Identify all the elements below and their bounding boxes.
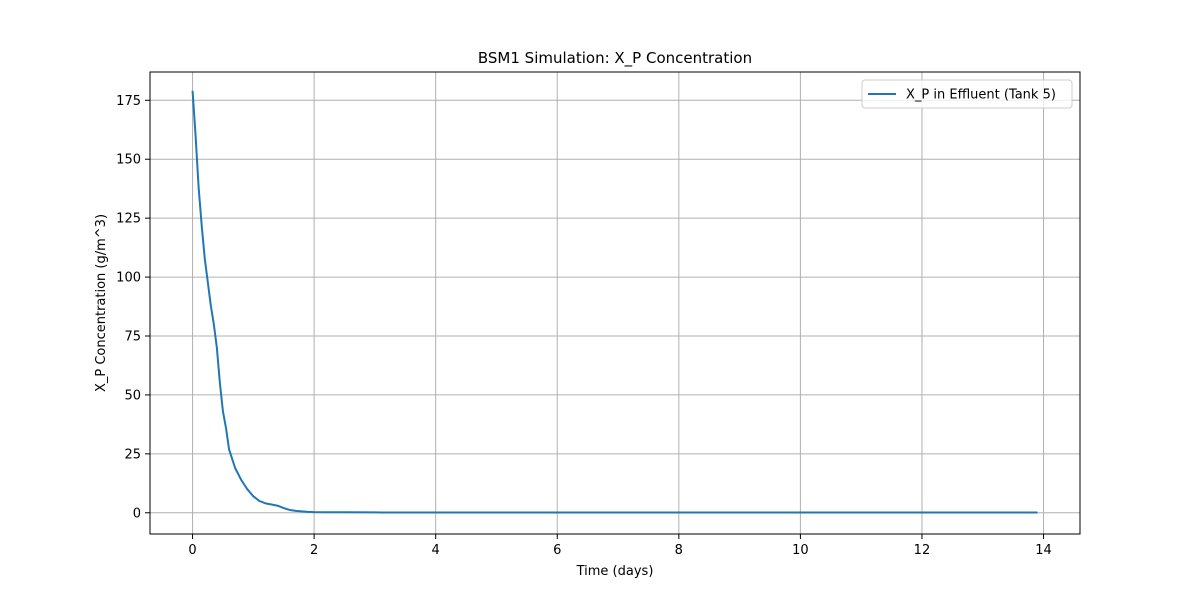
x-tick-label: 2	[310, 543, 318, 558]
x-tick-label: 0	[188, 543, 196, 558]
x-axis-label: Time (days)	[576, 564, 654, 579]
legend-label: X_P in Effluent (Tank 5)	[906, 88, 1056, 103]
y-tick-label: 100	[116, 271, 141, 286]
chart-title: BSM1 Simulation: X_P Concentration	[478, 49, 752, 68]
x-tick-label: 10	[792, 543, 809, 558]
x-tick-label: 4	[432, 543, 440, 558]
series-line-0	[191, 90, 1038, 514]
legend-box	[861, 79, 1073, 109]
x-tick-label: 14	[1035, 543, 1052, 558]
plot-frame	[149, 71, 1081, 535]
axis-ticks: 0 2 4 6 8 10 12 14 0 25 50 75 100 125 150 175	[116, 94, 1052, 558]
y-axis-label: X_P Concentration (g/m^3)	[94, 214, 109, 392]
y-tick-label: 150	[116, 153, 141, 168]
y-tick-label: 75	[124, 330, 141, 345]
x-tick-label: 12	[914, 543, 931, 558]
y-tick-label: 25	[124, 447, 141, 462]
y-tick-label: 50	[124, 388, 141, 403]
y-tick-label: 125	[116, 212, 141, 227]
x-tick-label: 6	[553, 543, 561, 558]
x-tick-label: 8	[675, 543, 683, 558]
series-layer	[191, 90, 1038, 514]
y-tick-label: 0	[133, 506, 141, 521]
legend: X_P in Effluent (Tank 5)	[861, 79, 1073, 109]
grid-lines	[150, 72, 1080, 534]
y-tick-label: 175	[116, 94, 141, 109]
